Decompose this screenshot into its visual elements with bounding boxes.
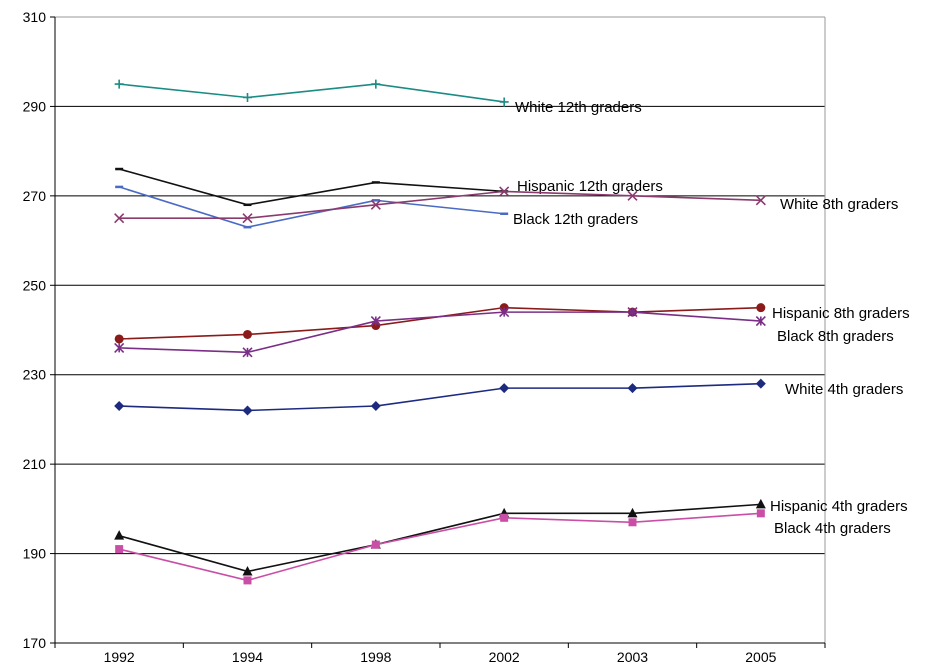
data-point-white-4th-graders <box>242 405 253 416</box>
data-point-white-8th-graders <box>114 213 125 224</box>
x-tick-label: 2002 <box>489 649 520 665</box>
data-point-black-4th-graders <box>371 540 380 549</box>
data-point-hispanic-4th-graders <box>627 507 638 518</box>
data-point-black-8th-graders <box>627 307 638 318</box>
data-point-black-8th-graders <box>242 347 253 358</box>
series-label-hispanic-12th-graders: Hispanic 12th graders <box>517 178 663 195</box>
series-label-black-4th-graders: Black 4th graders <box>774 520 891 537</box>
y-tick-label: 170 <box>23 635 47 651</box>
data-point-hispanic-8th-graders <box>243 329 252 339</box>
data-point-white-8th-graders <box>755 195 766 206</box>
data-point-white-12th-graders <box>499 97 509 107</box>
series-label-black-12th-graders: Black 12th graders <box>513 211 638 228</box>
data-point-hispanic-4th-graders <box>242 565 253 576</box>
data-point-white-8th-graders <box>370 199 381 210</box>
x-tick-label: 1998 <box>360 649 391 665</box>
data-point-white-4th-graders <box>755 378 766 389</box>
y-tick-label: 310 <box>23 9 47 25</box>
series-label-black-8th-graders: Black 8th graders <box>777 328 894 345</box>
data-point-black-8th-graders <box>370 315 381 327</box>
series-label-hispanic-4th-graders: Hispanic 4th graders <box>770 498 908 515</box>
data-point-white-12th-graders <box>114 79 124 89</box>
series-line-hispanic-8th-graders <box>119 306 761 340</box>
data-point-white-4th-graders <box>627 383 638 394</box>
data-point-black-4th-graders <box>628 518 637 527</box>
series-label-hispanic-8th-graders: Hispanic 8th graders <box>772 305 910 322</box>
series-line-black-8th-graders <box>119 311 761 354</box>
data-point-white-4th-graders <box>370 401 381 412</box>
data-point-black-8th-graders <box>755 315 766 327</box>
y-tick-label: 190 <box>23 546 47 562</box>
data-point-black-8th-graders <box>499 307 510 318</box>
series-line-hispanic-4th-graders <box>118 503 761 573</box>
series-label-white-12th-graders: White 12th graders <box>515 99 642 116</box>
y-tick-label: 230 <box>23 367 47 383</box>
data-point-hispanic-8th-graders <box>114 334 124 344</box>
data-point-hispanic-8th-graders <box>756 303 766 313</box>
data-point-black-8th-graders <box>114 342 125 353</box>
y-tick-label: 250 <box>23 277 47 293</box>
x-tick-label: 2003 <box>617 649 648 665</box>
series-line-white-4th-graders <box>119 382 761 412</box>
data-point-white-4th-graders <box>499 383 510 394</box>
series-line-white-12th-graders <box>119 83 505 103</box>
data-point-white-4th-graders <box>114 401 125 412</box>
series-line-hispanic-12th-graders <box>118 168 505 206</box>
data-point-white-8th-graders <box>627 190 638 201</box>
data-point-white-8th-graders <box>242 213 253 224</box>
data-point-black-4th-graders <box>756 509 765 518</box>
data-point-hispanic-4th-graders <box>755 498 766 509</box>
data-point-white-12th-graders <box>371 79 381 89</box>
data-point-hispanic-4th-graders <box>114 530 125 540</box>
data-point-black-4th-graders <box>500 513 509 522</box>
series-label-white-4th-graders: White 4th graders <box>785 381 903 398</box>
x-tick-label: 1992 <box>104 649 135 665</box>
data-point-black-4th-graders <box>243 576 252 585</box>
x-tick-label: 1994 <box>232 649 263 665</box>
series-line-white-8th-graders <box>119 190 761 220</box>
series-line-black-4th-graders <box>118 512 761 582</box>
data-point-black-4th-graders <box>115 545 124 554</box>
data-point-white-12th-graders <box>243 92 252 102</box>
y-tick-label: 270 <box>23 188 47 204</box>
x-tick-label: 2005 <box>745 649 776 665</box>
series-label-white-8th-graders: White 8th graders <box>780 196 898 213</box>
data-point-white-8th-graders <box>499 186 510 197</box>
y-tick-label: 290 <box>23 98 47 114</box>
series-line-black-12th-graders <box>118 186 505 228</box>
y-tick-label: 210 <box>23 456 47 472</box>
